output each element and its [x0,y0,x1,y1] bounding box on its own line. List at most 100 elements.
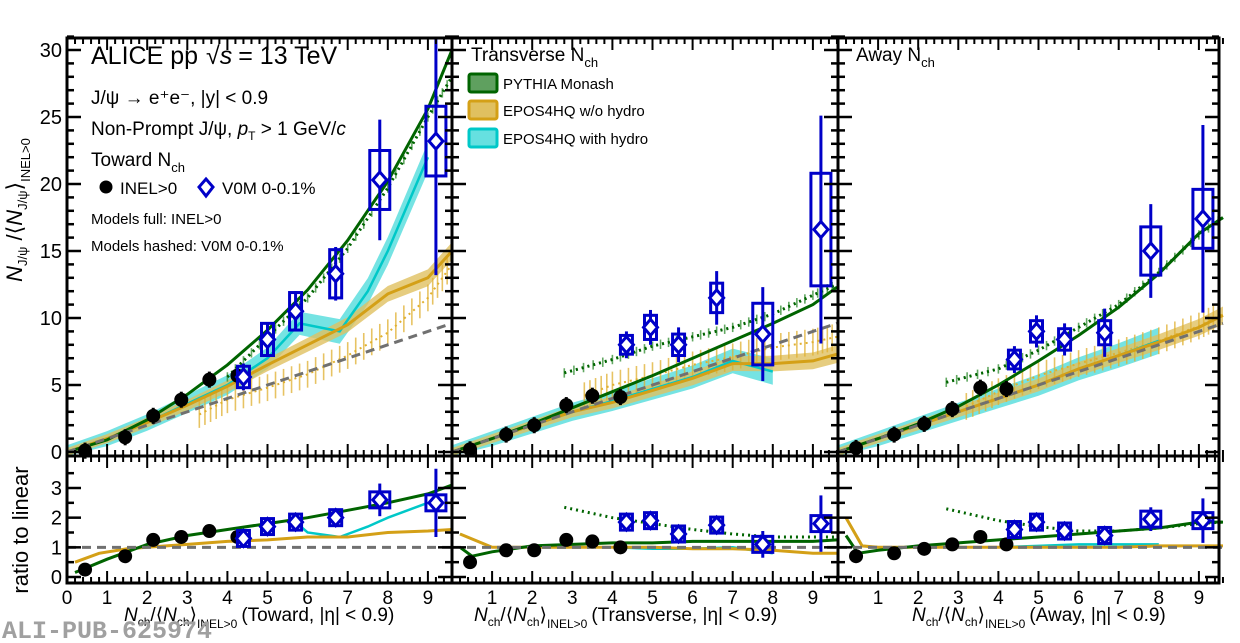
x-tick-label: 9 [808,588,819,609]
inel-point [146,408,161,423]
x-tick-label: 8 [383,588,394,609]
y-tick-label-bottom: 3 [51,478,62,500]
inel-ratio-point [202,524,217,539]
inel-ratio-point [527,543,542,558]
models-full-note: Models full: INEL>0 [91,211,221,228]
legend-hydro-label: EPOS4HQ with hydro [503,131,648,148]
x-label-away: Nch/⟨Nch⟩INEL>0 (Away, |η| < 0.9) [912,605,1166,631]
toward-region-label: Toward Nch [91,150,185,175]
v0m-ratio-point [1193,510,1212,531]
inel-point [202,372,217,387]
y-tick-label-top: 10 [40,308,62,330]
line-epos-toward [66,249,454,454]
ratio-pythia-transverse [459,538,838,558]
x-tick-label: 1 [873,588,884,609]
x-tick-label: 8 [768,588,779,609]
inel-ratio-point [849,549,864,564]
inel-point [613,390,628,405]
ratio-pythia-v0m-transverse [563,505,837,539]
v0m-point [617,334,636,356]
v0m-sysbox [368,149,392,211]
x-tick-label: 1 [102,588,113,609]
x-tick-label: 5 [262,588,273,609]
v0m-point [258,329,277,350]
v0m-ratio-point [707,514,726,536]
x-tick-label: 3 [182,588,193,609]
inel-ratio-point [999,537,1014,552]
x-tick-label: 3 [567,588,578,609]
inel-point [559,398,574,413]
legend-hydro-swatch [467,127,499,149]
models-hashed-note: Models hashed: V0M 0-0.1% [91,238,284,255]
band-epos-transverse [452,345,837,456]
legend-inel-label: INEL>0 [120,179,177,198]
x-tick-label: 8 [1154,588,1165,609]
line-linear-away [837,321,1224,454]
inel-point [463,442,478,457]
band-hydro-toward [67,142,428,456]
watermark: ALI-PUB-625974 [2,617,212,643]
x-tick-label: 7 [1113,588,1124,609]
x-tick-label: 2 [913,588,924,609]
x-tick-label: 1 [487,588,498,609]
v0m-point [370,169,389,191]
x-tick-label: 0 [62,588,73,609]
x-tick-label: 7 [727,588,738,609]
data-points [78,38,1215,577]
inel-point [174,392,189,407]
frame-bottom-toward [65,454,454,585]
line-linear-toward [66,321,453,454]
y-tick-label-top: 25 [40,107,62,129]
legend-epos-label: EPOS4HQ w/o hydro [503,103,645,120]
legend-v0m-marker [197,176,215,199]
x-label-transverse: Nch/⟨Nch⟩INEL>0 (Transverse, |η| < 0.9) [474,605,777,631]
transverse-region-label: Transverse Nch [471,45,598,70]
experiment-label: ALICE pp √s = 13 TeV [91,42,338,70]
x-tick-label: 7 [342,588,353,609]
x-tick-label: 6 [1073,588,1084,609]
line-pythia-v0m-toward [226,76,454,379]
v0m-ratio-point [811,513,830,534]
v0m-ratio-point [286,511,305,533]
ratio-hydro-toward [294,501,429,539]
v0m-point [707,287,726,309]
v0m-ratio-point [234,528,253,549]
inel-point [78,443,93,458]
inel-ratio-point [973,529,988,544]
legend-inel-marker [99,180,113,194]
inel-ratio-point [613,540,628,555]
v0m-sysbox [751,301,775,367]
v0m-point [286,301,305,322]
x-tick-label: 6 [687,588,698,609]
y-tick-label-top: 15 [40,241,62,263]
inel-point [945,402,960,417]
x-label-toward: Nch/⟨Nch⟩INEL>0 (Toward, |η| < 0.9) [124,605,394,631]
y-tick-label-bottom: 2 [51,508,62,530]
v0m-point [234,366,253,388]
v0m-sysbox [424,104,448,178]
v0m-ratio-point [258,516,277,537]
y-tick-label-bottom: 1 [51,537,62,559]
selection-label: Non-Prompt J/ψ, pT > 1 GeV/c [91,119,346,143]
v0m-point [1141,240,1160,262]
line-pythia-v0m-transverse [563,283,838,375]
x-tick-label: 4 [993,588,1004,609]
inel-ratio-point [887,546,902,561]
legend-pythia-swatch [467,72,499,94]
inel-point [999,382,1014,397]
v0m-point [426,130,445,152]
v0m-sysbox [1139,225,1163,277]
y-label-bottom: ratio to linear [8,466,33,593]
y-tick-label-top: 5 [51,375,62,397]
inel-point [585,388,600,403]
x-tick-label: 4 [222,588,233,609]
legend-pythia-label: PYTHIA Monash [503,76,614,93]
x-tick-label: 9 [1194,588,1205,609]
inel-point [887,427,902,442]
decay-channel-label: J/ψ → e⁺e⁻, |y| < 0.9 [91,88,268,109]
x-tick-label: 6 [302,588,313,609]
x-tick-label: 5 [1033,588,1044,609]
v0m-point [1005,349,1024,370]
v0m-ratio-point [617,511,636,533]
